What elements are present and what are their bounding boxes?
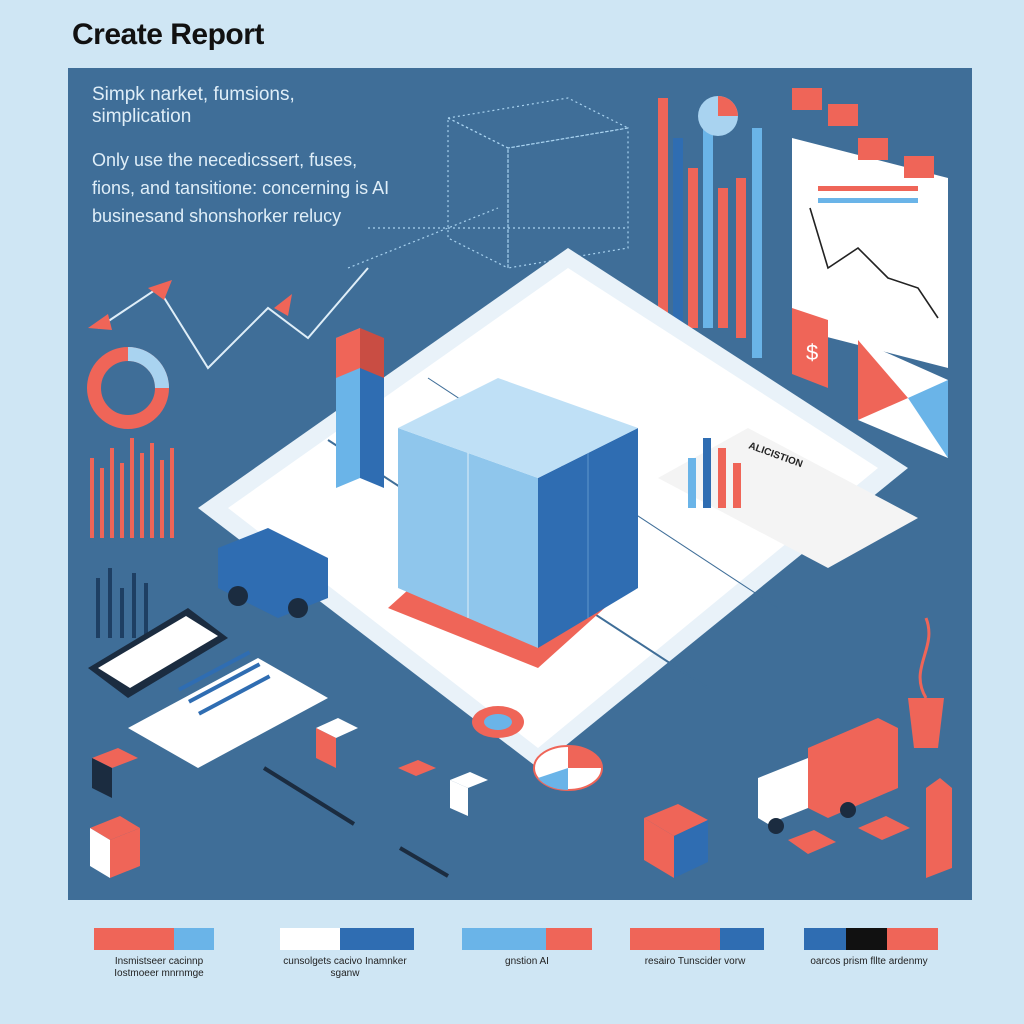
calculator-graphic	[88, 608, 228, 698]
isometric-illustration: $ ALICISTION	[87, 88, 952, 878]
legend-caption: cunsolgets cacivo Inamnker sganw	[283, 956, 407, 979]
truck-graphic	[758, 718, 898, 834]
body-text: Only use the necedicssert, fuses, fions,…	[92, 150, 390, 226]
report-card-graphic: ALICISTION	[658, 428, 918, 568]
legend-caption: resairo Tunscider vorw	[644, 956, 746, 967]
legend-swatch	[804, 928, 938, 950]
device-icons	[792, 88, 934, 178]
clock-tower-graphic	[926, 778, 952, 878]
bar-cluster-left	[90, 438, 174, 538]
main-cube-graphic	[388, 378, 638, 668]
document-card-graphic	[128, 650, 328, 768]
line-chart-graphic	[88, 267, 369, 370]
plant-graphic	[908, 617, 944, 748]
intro-text: Simpk narket, fumsions, simplication Onl…	[92, 84, 392, 248]
bar-cluster-left-2	[96, 568, 148, 638]
legend-swatch	[462, 928, 596, 950]
headline: Simpk narket, fumsions, simplication	[92, 84, 295, 127]
legend-item-4: resairo Tunscider vorw	[630, 928, 764, 988]
legend-caption: gnstion AI	[505, 956, 549, 967]
legend-item-2: cunsolgets cacivo Inamnker sganw	[280, 928, 414, 988]
target-chart-graphic	[472, 706, 524, 738]
legend-item-3: gnstion AI	[462, 928, 596, 988]
legend-swatch	[280, 928, 414, 950]
dollar-card-graphic: $	[792, 308, 828, 388]
legend-caption: oarcos prism fllte ardenmy	[810, 956, 928, 967]
tall-bar-chart-graphic	[658, 98, 762, 358]
pen-graphic	[262, 766, 450, 878]
small-cubes-graphic	[90, 718, 910, 878]
legend-swatch	[94, 928, 228, 950]
svg-text:$: $	[806, 340, 818, 365]
car-graphic	[218, 528, 328, 618]
page-title: Create Report	[72, 18, 264, 51]
pie-chart-graphic	[698, 96, 738, 136]
wireframe-cube-graphic	[347, 97, 630, 269]
illustration-panel: $ ALICISTION	[68, 68, 972, 900]
donut-chart-graphic	[87, 347, 169, 429]
block-tower-graphic	[336, 328, 384, 488]
legend-caption: Insmistseer cacinnp Iostmoeer mnrnmge	[114, 956, 204, 979]
legend-item-5: oarcos prism fllte ardenmy	[804, 928, 938, 988]
pie-slice-graphic	[533, 745, 603, 791]
line-chart-card	[792, 138, 948, 368]
legend-swatch	[630, 928, 764, 950]
legend-item-1: Insmistseer cacinnp Iostmoeer mnrnmge	[94, 928, 228, 988]
triangle-grid-graphic	[858, 340, 948, 458]
